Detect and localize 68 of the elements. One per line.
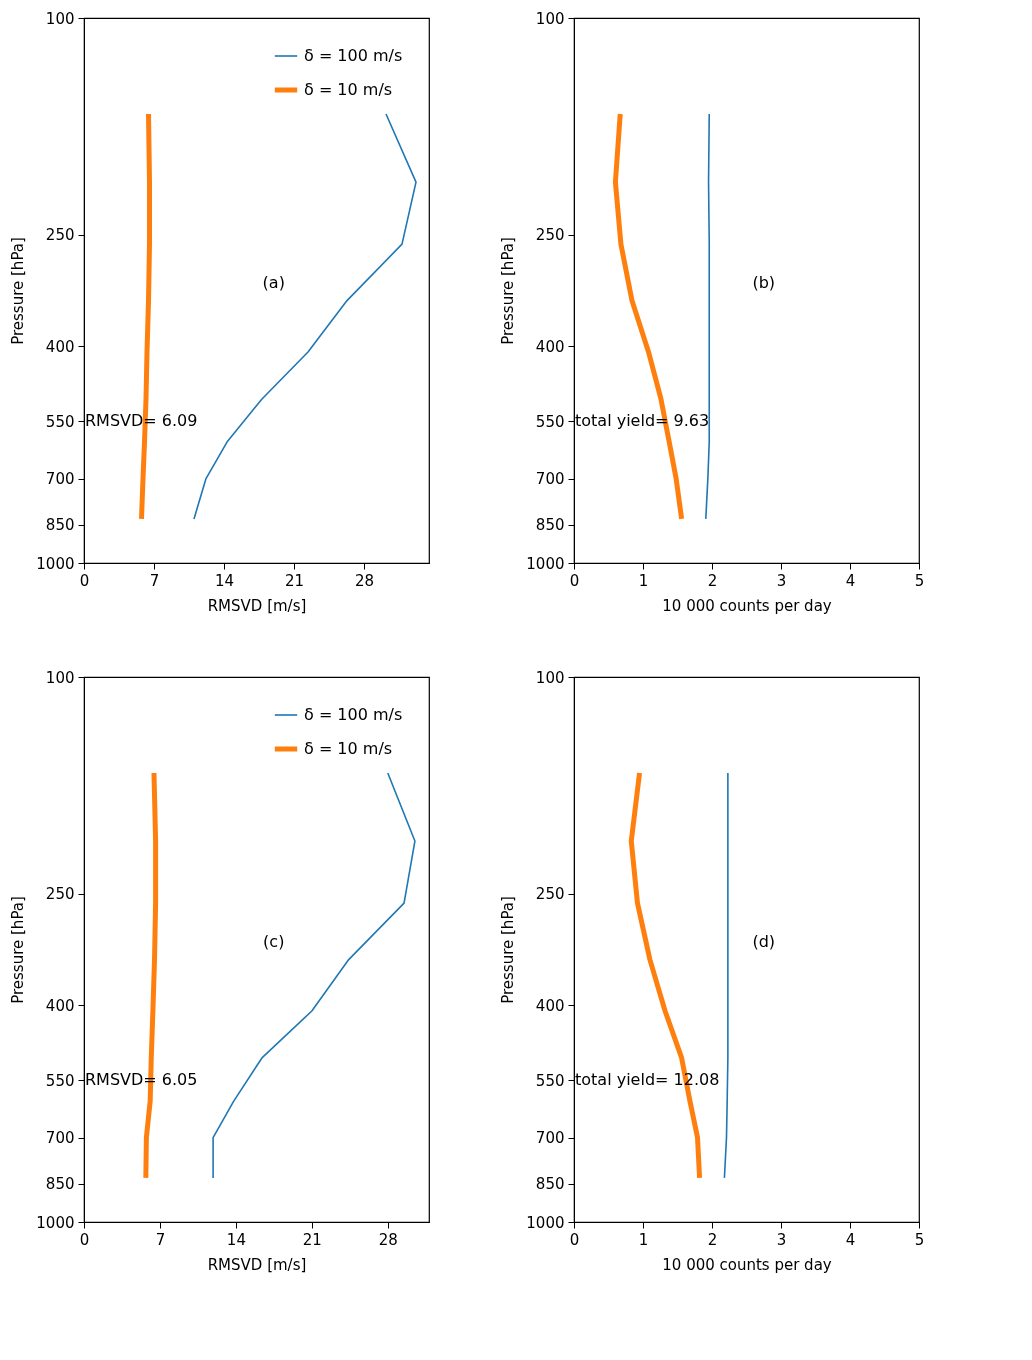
y-tick-label: 700 xyxy=(535,470,565,489)
y-axis-title: Pressure [hPa] xyxy=(9,896,28,1004)
x-tick-label: 7 xyxy=(149,571,160,590)
x-tick-label: 0 xyxy=(569,1230,580,1249)
y-tick-label: 700 xyxy=(535,1129,565,1148)
y-tick-label: 850 xyxy=(535,1175,565,1194)
y-tick-label: 100 xyxy=(45,668,75,687)
y-tick-label: 250 xyxy=(45,226,75,245)
x-tick-label: 0 xyxy=(79,1230,90,1249)
annotation: (b) xyxy=(752,273,776,293)
x-tick-label: 1 xyxy=(638,571,649,590)
y-tick-label: 100 xyxy=(45,9,75,28)
x-tick-label: 3 xyxy=(776,1230,787,1249)
legend-label: δ = 100 m/s xyxy=(304,46,403,65)
x-tick-label: 0 xyxy=(569,571,580,590)
annotation: (d) xyxy=(752,932,776,952)
y-tick-label: 250 xyxy=(535,885,565,904)
y-tick-label: 400 xyxy=(535,996,565,1015)
y-tick-label: 1000 xyxy=(36,554,75,573)
legend-label: δ = 100 m/s xyxy=(304,705,403,724)
x-tick-label: 28 xyxy=(354,571,375,590)
y-tick-label: 700 xyxy=(45,470,75,489)
x-tick-label: 5 xyxy=(914,571,925,590)
x-tick-label: 14 xyxy=(226,1230,246,1249)
y-tick-label: 250 xyxy=(535,226,565,245)
y-axis-title: Pressure [hPa] xyxy=(9,237,28,345)
x-axis-title: RMSVD [m/s] xyxy=(207,1255,307,1274)
y-tick-label: 1000 xyxy=(526,554,565,573)
x-axis-title: 10 000 counts per day xyxy=(662,596,832,615)
line-series xyxy=(723,772,729,1179)
y-tick-label: 550 xyxy=(535,1072,565,1090)
y-tick-label: 550 xyxy=(535,413,565,431)
y-tick-label: 550 xyxy=(45,1072,75,1090)
y-tick-label: 850 xyxy=(45,1175,75,1194)
x-axis-title: RMSVD [m/s] xyxy=(207,596,307,615)
annotation: (c) xyxy=(263,932,285,952)
x-tick-label: 21 xyxy=(284,571,305,590)
x-tick-label: 1 xyxy=(638,1230,649,1249)
y-tick-label: 100 xyxy=(535,9,565,28)
y-tick-label: 850 xyxy=(535,516,565,535)
y-tick-label: 250 xyxy=(45,885,75,904)
x-tick-label: 0 xyxy=(79,571,90,590)
legend-label: δ = 10 m/s xyxy=(304,80,393,99)
y-tick-label: 400 xyxy=(45,337,75,356)
y-axis-title: Pressure [hPa] xyxy=(499,896,518,1004)
x-tick-label: 5 xyxy=(914,1230,925,1249)
annotation: (a) xyxy=(262,273,285,293)
y-tick-label: 400 xyxy=(45,996,75,1015)
line-series xyxy=(212,772,416,1179)
y-tick-label: 100 xyxy=(535,668,565,687)
x-tick-label: 7 xyxy=(155,1230,166,1249)
y-axis-title: Pressure [hPa] xyxy=(499,237,518,345)
y-tick-label: 550 xyxy=(45,413,75,431)
y-tick-label: 1000 xyxy=(36,1213,75,1232)
y-tick-label: 850 xyxy=(45,516,75,535)
legend-label: δ = 10 m/s xyxy=(304,739,393,758)
y-tick-label: 700 xyxy=(45,1129,75,1148)
x-tick-label: 4 xyxy=(845,1230,856,1249)
x-tick-label: 2 xyxy=(707,1230,718,1249)
x-axis-title: 10 000 counts per day xyxy=(662,1255,832,1274)
x-tick-label: 4 xyxy=(845,571,856,590)
x-tick-label: 21 xyxy=(302,1230,322,1249)
x-tick-label: 3 xyxy=(776,571,787,590)
y-tick-label: 400 xyxy=(535,337,565,356)
y-tick-label: 1000 xyxy=(526,1213,565,1232)
x-tick-label: 2 xyxy=(707,571,718,590)
x-tick-label: 28 xyxy=(378,1230,398,1249)
x-tick-label: 14 xyxy=(214,571,235,590)
